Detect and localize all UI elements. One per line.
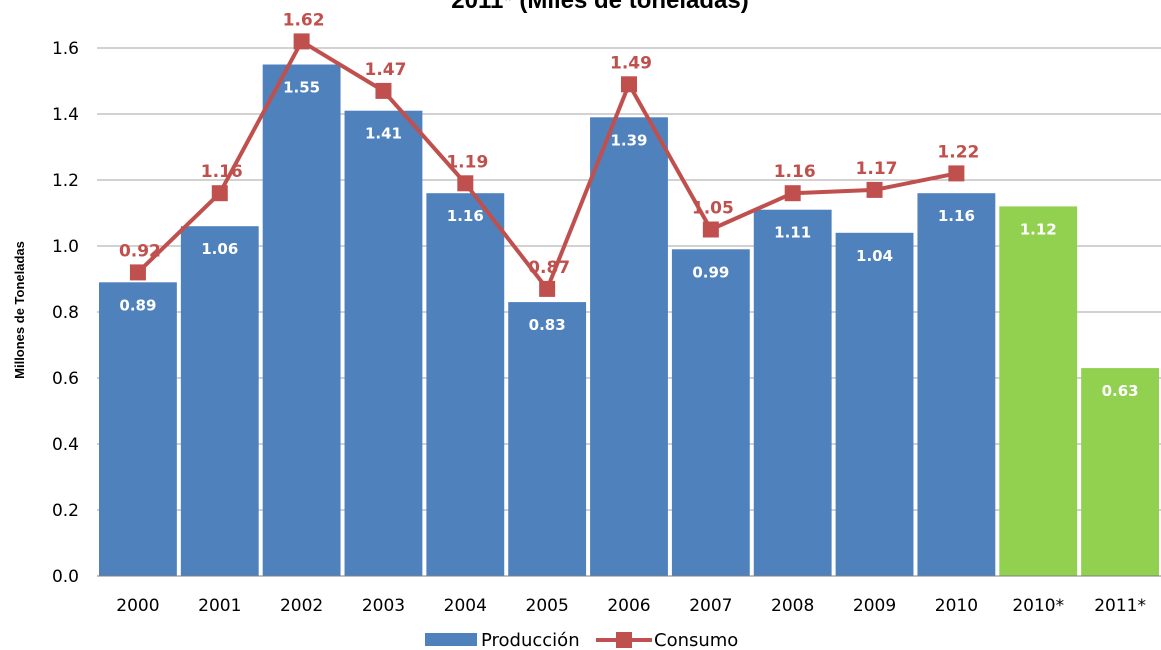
marker-consumo-2006 [621,76,637,93]
y-tick-label: 0.6 [52,369,79,389]
line-value-label: 1.49 [610,53,652,73]
x-tick-label: 2002 [280,596,323,616]
line-value-label: 0.87 [528,258,570,278]
x-tick-label: 2007 [689,596,732,616]
bar-produccion-2006 [590,117,668,577]
line-value-label: 1.62 [283,10,325,30]
x-tick-label: 2008 [771,596,814,616]
x-tick-label: 2010 [935,596,978,616]
marker-consumo-2007 [702,221,719,238]
bar-produccion-2002 [262,64,341,576]
bar-produccion-2008 [753,209,832,576]
line-consumo: 0.92 1.16 1.62 1.47 1.19 0.87 1.49 1.05 1.16 1.17… [119,10,979,297]
bar-produccion-2005 [508,302,587,576]
y-tick-label: 0.2 [52,501,79,521]
marker-consumo-2001 [211,185,228,202]
chart-title: 2011* (Miles de toneladas) [451,0,748,14]
y-tick-label: 1.0 [52,237,79,257]
y-tick-label: 1.4 [52,105,79,125]
y-tick-label: 1.6 [52,39,79,59]
legend-swatch-consumo-marker [616,632,632,648]
line-consumo-path [136,39,957,291]
bar-value-label: 1.16 [938,207,975,225]
bar-produccion-2010 [917,193,996,576]
bar-produccion-2003 [344,110,423,576]
bar-produccion-2009 [835,232,914,577]
bar-value-label: 1.04 [856,247,893,265]
y-axis-ticks: 0.0 0.2 0.4 0.6 0.8 1.0 1.2 1.4 1.6 [52,39,79,587]
y-axis-label: Millones de Toneladas [12,241,27,379]
bars-produccion: 0.89 1.06 1.55 1.41 1.16 0.83 1.39 0.99 1.11 1.04… [99,64,1159,577]
x-tick-label: 2003 [362,596,405,616]
y-tick-label: 0.4 [52,435,79,455]
x-tick-label: 2004 [444,596,487,616]
bar-value-label: 0.89 [119,296,156,314]
x-tick-label: 2001 [198,596,241,616]
x-tick-label: 2005 [526,596,569,616]
x-tick-label: 2006 [607,596,650,616]
x-tick-label: 2000 [116,596,159,616]
bar-value-label: 1.06 [201,240,238,258]
line-value-label: 1.05 [692,199,734,219]
line-value-label: 1.22 [937,142,979,162]
bar-produccion-2010* [999,206,1078,576]
y-tick-label: 0.8 [52,303,79,323]
legend: Producción Consumo [425,630,738,650]
bar-value-label: 1.55 [283,79,320,97]
y-tick-label: 1.2 [52,171,79,191]
line-value-label: 1.16 [201,162,243,182]
marker-consumo-2008 [784,185,801,202]
marker-consumo-2009 [866,181,883,198]
bar-produccion-2000 [99,282,177,576]
x-axis-ticks: 2000 2001 2002 2003 2004 2005 2006 2007 2008 2009… [116,596,1146,616]
legend-swatch-produccion [425,633,477,646]
y-tick-label: 0.0 [52,567,79,587]
legend-label-consumo: Consumo [654,630,738,650]
bar-produccion-2004 [426,193,505,576]
marker-consumo-2004 [457,175,474,192]
x-tick-label: 2010* [1012,596,1064,616]
line-value-label: 1.19 [446,152,488,172]
bar-value-label: 1.16 [447,207,484,225]
marker-consumo-2000 [129,264,146,281]
line-value-label: 0.92 [119,241,161,261]
marker-consumo-2003 [375,82,392,99]
line-value-label: 1.16 [774,162,816,182]
marker-consumo-2010 [948,165,965,182]
bar-value-label: 1.39 [610,131,647,149]
legend-label-produccion: Producción [481,630,580,650]
bar-value-label: 0.99 [692,263,729,281]
x-tick-label: 2011* [1094,596,1146,616]
marker-consumo-2005 [539,280,556,297]
x-tick-label: 2009 [853,596,896,616]
bar-value-label: 1.11 [774,224,811,242]
line-value-label: 1.17 [856,159,898,179]
bar-produccion-2011* [1081,368,1159,576]
bar-value-label: 0.63 [1102,382,1139,400]
line-value-label: 1.47 [364,60,406,80]
bar-value-label: 1.41 [365,125,402,143]
bar-produccion-2001 [180,226,259,576]
bar-produccion-2007 [671,249,750,577]
marker-consumo-2002 [293,33,310,50]
bar-value-label: 0.83 [529,316,566,334]
bar-value-label: 1.12 [1020,220,1057,238]
